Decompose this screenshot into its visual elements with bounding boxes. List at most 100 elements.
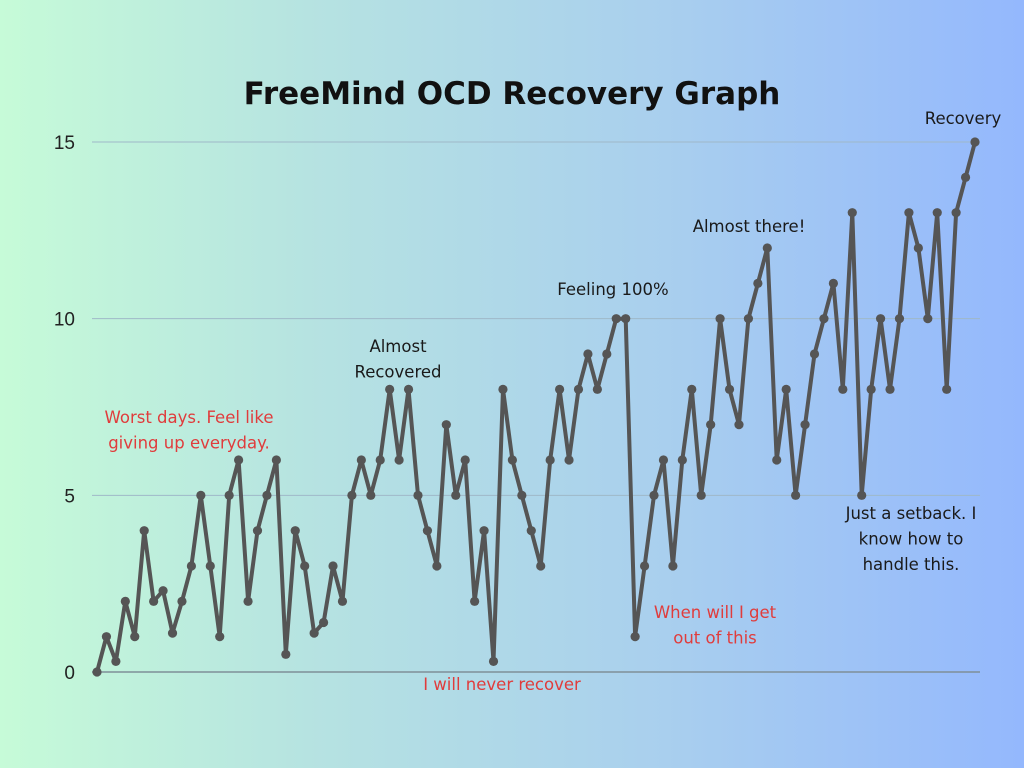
data-point — [139, 526, 149, 536]
data-point — [838, 384, 848, 394]
data-point — [262, 490, 272, 500]
data-point — [120, 596, 130, 606]
data-point — [318, 617, 329, 628]
data-point — [243, 596, 253, 606]
data-point — [92, 667, 102, 677]
data-point — [517, 490, 527, 500]
data-point — [507, 455, 517, 465]
data-point — [857, 490, 867, 500]
data-point — [196, 490, 206, 500]
data-point — [394, 455, 404, 465]
data-point — [960, 172, 971, 182]
data-point — [470, 596, 480, 606]
data-point — [101, 632, 112, 642]
data-point — [366, 490, 376, 500]
data-point — [875, 314, 886, 324]
data-point — [913, 243, 923, 253]
y-tick-label: 10 — [54, 310, 75, 331]
data-point — [894, 314, 905, 324]
annotation-line: Recovery — [925, 109, 1002, 128]
data-point — [413, 490, 423, 500]
data-point — [234, 455, 244, 465]
annotation: Feeling 100% — [557, 280, 668, 299]
annotation: Almost Recovered — [354, 337, 441, 382]
data-point — [781, 384, 791, 394]
data-point — [224, 490, 234, 500]
data-point — [309, 628, 319, 638]
data-point — [111, 656, 121, 667]
data-point — [573, 384, 584, 394]
data-point — [479, 526, 489, 536]
data-point — [375, 455, 385, 465]
data-point — [460, 455, 470, 465]
data-point — [602, 349, 612, 359]
annotation: Almost there! — [693, 217, 806, 236]
data-point — [762, 243, 772, 253]
data-point — [724, 384, 735, 394]
data-point — [422, 526, 433, 536]
data-point — [951, 208, 961, 218]
data-point — [866, 384, 876, 394]
annotation-line: When will I get — [654, 603, 777, 622]
data-point — [658, 455, 669, 465]
data-point — [432, 561, 442, 571]
y-tick-label: 5 — [64, 486, 75, 507]
data-point — [649, 490, 659, 500]
data-point — [791, 490, 801, 500]
annotation-line: giving up everyday. — [108, 434, 270, 453]
data-point — [583, 349, 593, 359]
annotations: Worst days. Feel like giving up everyday.… — [105, 109, 1002, 694]
data-point — [819, 314, 829, 324]
annotation-line: Just a setback. I — [845, 504, 977, 523]
data-point — [753, 278, 763, 288]
annotation: Recovery — [925, 109, 1002, 128]
annotation: Worst days. Feel like giving up everyday. — [105, 408, 274, 453]
data-point — [630, 632, 640, 642]
data-point — [885, 384, 895, 394]
data-point — [536, 561, 546, 571]
data-point — [149, 596, 159, 606]
data-point — [800, 420, 810, 430]
data-point — [526, 526, 536, 536]
chart-title: FreeMind OCD Recovery Graph — [244, 76, 781, 112]
data-point — [923, 314, 933, 324]
data-point — [488, 656, 499, 667]
data-point — [564, 455, 574, 465]
data-point — [300, 561, 310, 571]
annotation-line: Almost — [369, 337, 427, 356]
data-point — [809, 349, 820, 359]
annotation-line: Feeling 100% — [557, 280, 668, 299]
annotation: I will never recover — [423, 675, 581, 694]
data-point — [186, 561, 197, 571]
data-point — [347, 490, 357, 500]
annotation: Just a setback. I know how to handle this. — [845, 504, 977, 574]
y-axis-ticks: 0 5 10 15 — [54, 133, 75, 684]
data-point — [621, 314, 631, 324]
annotation-line: I will never recover — [423, 675, 581, 694]
data-point — [942, 384, 952, 394]
data-point — [639, 561, 650, 571]
data-point — [385, 384, 395, 394]
gridlines — [92, 141, 980, 673]
data-point — [828, 278, 838, 288]
data-point — [215, 632, 225, 642]
data-point — [668, 561, 678, 571]
data-point — [158, 586, 168, 596]
annotation-line: know how to — [859, 530, 964, 549]
annotation: When will I get out of this — [654, 603, 777, 648]
data-point — [734, 420, 744, 430]
data-point — [932, 208, 942, 218]
data-point — [290, 526, 300, 536]
data-point — [847, 208, 857, 218]
annotation-line: Recovered — [354, 363, 441, 382]
y-tick-label: 15 — [54, 133, 75, 154]
data-point — [715, 314, 725, 324]
data-point — [592, 384, 602, 394]
series-group — [92, 137, 980, 677]
data-point — [451, 490, 461, 500]
annotation-line: Almost there! — [693, 217, 806, 236]
data-point — [498, 384, 508, 394]
data-point — [356, 455, 366, 465]
data-point — [743, 314, 754, 324]
y-tick-label: 0 — [64, 663, 75, 684]
